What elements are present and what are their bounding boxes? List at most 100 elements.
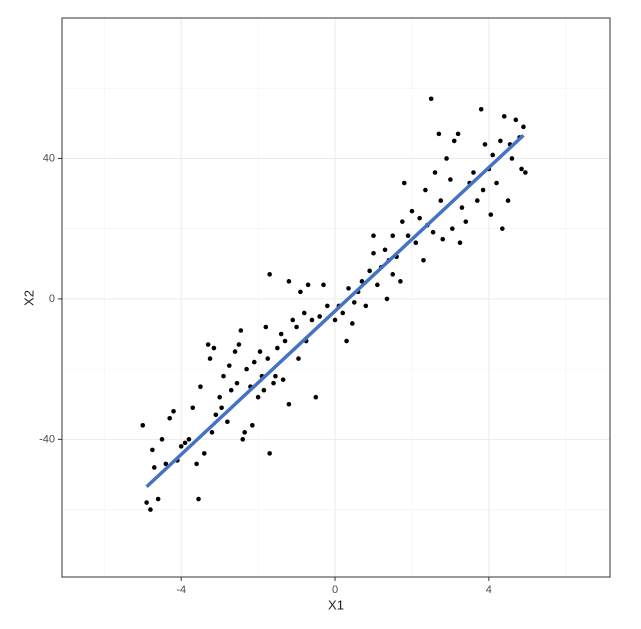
point [267,451,272,456]
point [290,317,296,323]
point [400,219,405,224]
point [313,394,319,400]
point [273,373,278,379]
point [432,170,438,175]
point [382,247,388,253]
point [505,198,511,203]
point [367,268,372,274]
point [455,131,461,137]
point [438,198,444,203]
point [298,289,303,295]
point [167,415,172,421]
point [221,373,226,379]
point [363,303,369,309]
point [148,507,153,512]
point [294,324,299,330]
point [261,387,267,393]
point [488,212,494,217]
y-tick-label: -40 [39,433,55,445]
point [201,451,207,456]
x-tick-label: 4 [486,584,492,596]
point [265,356,271,361]
point [351,300,357,305]
x-tick-label: 0 [332,584,338,596]
point [236,342,242,347]
point [186,437,192,442]
point [513,117,519,123]
point [401,180,407,186]
point [198,384,203,389]
point [213,412,219,418]
point [238,328,244,333]
point [457,240,463,246]
y-axis-label: X2 [21,290,36,306]
point [257,349,263,354]
point [450,226,455,231]
point [409,208,415,214]
point [225,419,230,425]
point [494,180,499,186]
point [417,215,422,221]
point [448,177,453,182]
point [211,345,217,351]
point [228,387,234,393]
point [390,233,396,239]
point [209,430,215,435]
point [255,394,261,400]
point [501,114,507,119]
point [282,338,288,344]
point [346,286,351,291]
point [521,124,526,130]
point [480,187,486,193]
point [444,156,449,161]
point [423,187,428,193]
point [371,233,376,239]
point [219,405,224,411]
point [151,465,157,470]
point [155,496,161,502]
point [205,342,211,347]
point [421,257,426,263]
point [244,366,249,372]
point [196,496,201,502]
point [275,345,280,351]
point [405,233,411,239]
point [159,437,165,442]
point [482,142,488,147]
point [459,205,465,210]
point [150,447,155,453]
point [250,423,255,428]
point [278,331,284,337]
point [296,356,301,361]
point [413,240,419,246]
point [305,282,311,288]
point [498,138,503,144]
point [371,250,376,256]
point [144,500,149,505]
point [519,166,524,172]
point [271,380,276,386]
point [430,229,436,235]
x-axis-label: X1 [328,597,344,612]
point [390,272,396,277]
point [475,198,480,203]
point [478,106,484,112]
point [340,310,346,316]
point [332,317,338,323]
y-tick-label: 0 [49,293,55,305]
point [263,324,269,330]
fit-line [145,133,525,489]
y-tick-label: 40 [43,152,55,164]
point [344,338,349,344]
point [523,170,528,175]
point [375,282,380,288]
x-tick-label: -4 [176,584,186,596]
point [451,138,457,144]
point [171,408,176,414]
point [242,430,247,435]
point [436,131,442,137]
point [251,359,257,365]
point [384,296,390,302]
point [140,423,146,428]
point [178,444,184,449]
